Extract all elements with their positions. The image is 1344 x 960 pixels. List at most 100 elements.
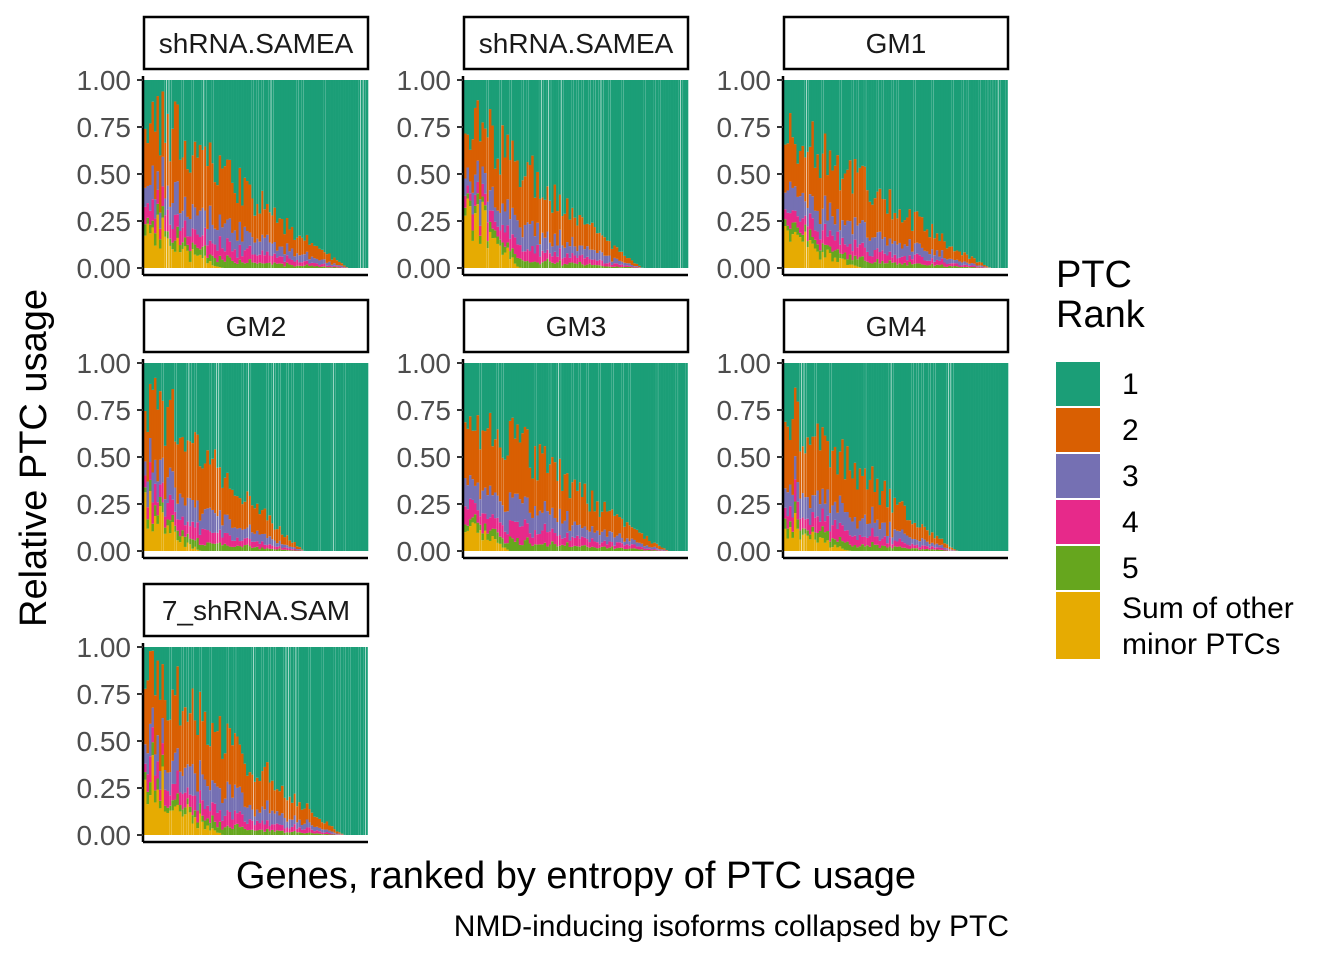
bar-segment <box>908 209 912 240</box>
bar-segment <box>194 363 197 433</box>
bar-segment <box>479 524 482 531</box>
bar-segment <box>963 252 966 262</box>
bar-segment <box>804 80 807 158</box>
bar-segment <box>218 716 222 789</box>
bar-segment <box>961 266 963 268</box>
bar-segment <box>970 363 974 551</box>
bar-segment <box>156 660 160 736</box>
bar-segment <box>206 818 210 826</box>
bar-segment <box>251 363 254 506</box>
bar-segment <box>578 255 582 263</box>
bar-segment <box>178 493 182 520</box>
bar-segment <box>784 219 787 226</box>
bar-segment <box>496 517 499 533</box>
bar-segment <box>856 547 859 551</box>
bar-segment <box>251 829 254 835</box>
bar-segment <box>198 249 202 255</box>
bar-segment <box>223 647 227 754</box>
bar-segment <box>931 263 934 268</box>
bar-segment <box>493 80 497 169</box>
bar-segment <box>161 156 165 187</box>
bar-segment <box>568 546 572 551</box>
bar-segment <box>533 197 537 237</box>
bar-segment <box>921 549 924 551</box>
bar-segment <box>271 545 274 549</box>
bar-segment <box>876 248 879 259</box>
bar-segment <box>826 489 830 516</box>
bar-segment <box>176 214 180 227</box>
bar-segment <box>896 244 899 259</box>
bar-segment <box>588 224 591 250</box>
bar-segment <box>861 475 864 519</box>
bar-segment <box>935 549 939 551</box>
bar-segment <box>513 363 517 439</box>
bar-segment <box>516 80 520 161</box>
bar-segment <box>553 462 557 518</box>
facet-strip-label: GM1 <box>866 28 927 59</box>
bar-segment <box>523 80 527 177</box>
bar-segment <box>216 250 219 263</box>
bar-segment <box>148 647 152 652</box>
bar-segment <box>273 647 276 791</box>
bar-segment <box>213 228 217 245</box>
bar-segment <box>951 266 954 268</box>
bar-segment <box>791 537 795 551</box>
bar-segment <box>796 163 800 197</box>
bar-segment <box>656 548 658 550</box>
bar-segment <box>910 259 914 265</box>
bar-segment <box>486 137 489 202</box>
bar-segment <box>891 80 894 220</box>
bar-segment <box>580 545 584 551</box>
bar-segment <box>186 798 189 805</box>
bar-segment <box>231 251 234 261</box>
bar-segment <box>338 833 341 835</box>
bar-segment <box>898 531 902 539</box>
bar-segment <box>169 719 172 773</box>
bar-segment <box>826 236 830 246</box>
bar-segment <box>806 437 810 498</box>
bar-segment <box>491 495 495 515</box>
bar-segment <box>590 538 594 547</box>
bar-segment <box>171 202 175 230</box>
bar-segment <box>528 543 532 551</box>
bar-segment <box>251 809 254 821</box>
bar-segment <box>605 255 609 264</box>
bar-segment <box>630 363 634 528</box>
bar-segment <box>595 252 599 261</box>
bar-segment <box>144 235 147 268</box>
bar-segment <box>801 234 805 242</box>
bar-segment <box>539 198 541 245</box>
bar-segment <box>888 260 892 268</box>
bar-segment <box>189 441 192 499</box>
bar-segment <box>836 155 840 209</box>
bar-segment <box>843 512 847 531</box>
bar-segment <box>223 223 227 252</box>
bar-segment <box>151 220 155 228</box>
bar-segment <box>581 254 584 265</box>
bar-segment <box>496 210 500 227</box>
bar-segment <box>828 253 832 268</box>
bar-segment <box>665 550 669 551</box>
bar-segment <box>201 246 204 259</box>
bar-segment <box>293 815 296 825</box>
bar-segment <box>481 430 485 491</box>
bar-segment <box>203 820 207 830</box>
bar-segment <box>821 488 825 509</box>
bar-segment <box>268 544 272 549</box>
bar-segment <box>801 517 804 529</box>
bar-segment <box>488 221 492 232</box>
bar-segment <box>933 265 937 268</box>
facet-strip <box>462 298 690 354</box>
bar-segment <box>605 80 609 241</box>
bar-segment <box>793 80 797 145</box>
bar-segment <box>146 143 150 186</box>
bar-segment <box>818 521 822 531</box>
bar-segment <box>553 544 557 551</box>
bar-segment <box>305 264 309 268</box>
bar-segment <box>473 80 477 108</box>
bar-segment <box>613 537 617 546</box>
bar-segment <box>278 246 282 257</box>
bar-segment <box>868 263 872 268</box>
bar-segment <box>578 524 581 539</box>
bar-segment <box>188 806 192 813</box>
